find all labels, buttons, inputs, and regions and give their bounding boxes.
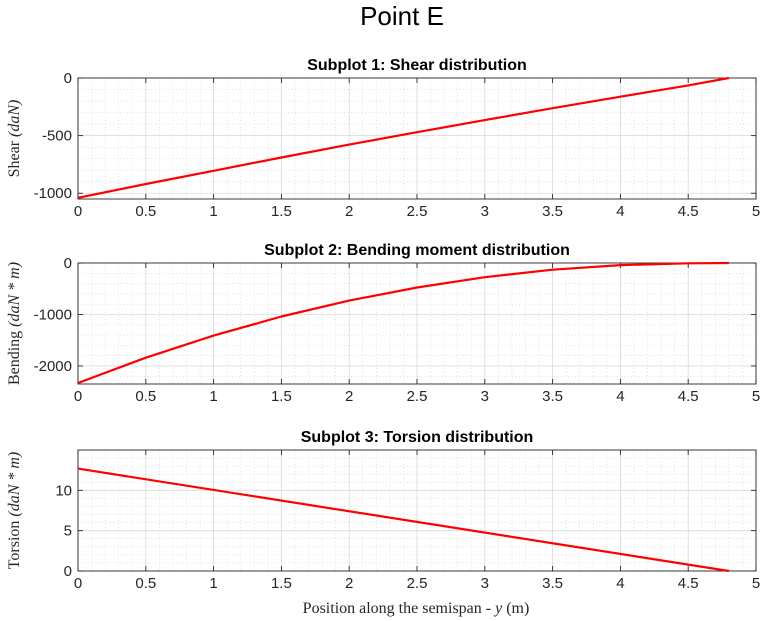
torsion-y-tick-label: 0 xyxy=(64,563,72,580)
torsion-x-tick-label: 3 xyxy=(481,575,489,592)
shear-minor-grid xyxy=(78,78,756,199)
bending-x-tick-label: 2.5 xyxy=(407,388,428,405)
bending-x-tick-label: 1.5 xyxy=(271,388,292,405)
torsion-x-tick-label: 0.5 xyxy=(135,575,156,592)
torsion-x-tick-label: 4 xyxy=(616,575,624,592)
bending-minor-grid xyxy=(78,263,756,384)
x-axis-label-unit: (m) xyxy=(502,600,529,617)
torsion-x-tick-label: 2.5 xyxy=(407,575,428,592)
shear-x-tick-label: 3.5 xyxy=(542,203,563,220)
torsion-x-tick-label: 0 xyxy=(74,575,82,592)
shear-x-tick-label: 0 xyxy=(74,203,82,220)
bending-x-tick-label: 4.5 xyxy=(678,388,699,405)
shear-y-axis-label: Shear (daN) xyxy=(6,100,23,178)
torsion-x-tick-label: 1 xyxy=(209,575,217,592)
torsion-series-line xyxy=(77,467,730,573)
shear-y-axis-label-text: Shear xyxy=(6,137,23,177)
shear-x-tick-label: 0.5 xyxy=(135,203,156,220)
shear-x-tick-label: 3 xyxy=(481,203,489,220)
shear-y-axis-label-unit: (daN) xyxy=(6,100,23,137)
shear-x-tick-label: 4 xyxy=(616,203,624,220)
torsion-x-tick-label: 1.5 xyxy=(271,575,292,592)
shear-y-tick-label: -1000 xyxy=(34,185,72,202)
shear-x-tick-label: 4.5 xyxy=(678,203,699,220)
torsion-x-tick-label: 2 xyxy=(345,575,353,592)
bending-y-tick-label: 0 xyxy=(64,255,72,272)
torsion-y-axis-label-text: Torsion xyxy=(6,517,23,570)
torsion-subplot-title: Subplot 3: Torsion distribution xyxy=(301,429,534,446)
bending-y-axis-label-unit: (daN * m) xyxy=(6,262,23,327)
bending-x-tick-label: 1 xyxy=(209,388,217,405)
shear-x-tick-label: 1.5 xyxy=(271,203,292,220)
bending-subplot: 0 0.5 1 1.5 2 2.5 3 3.5 4 4.5 5 -2000 -1000 0 Subplot … xyxy=(6,242,760,405)
x-axis-label: Position along the semispan - y (m) xyxy=(303,600,530,617)
bending-y-tick-label: -1000 xyxy=(34,306,72,323)
bending-x-tick-label: 5 xyxy=(752,388,760,405)
shear-major-grid xyxy=(77,77,757,199)
torsion-x-tick-label: 3.5 xyxy=(542,575,563,592)
torsion-y-axis-label: Torsion (daN * m) xyxy=(6,452,23,570)
bending-x-tick-label: 3 xyxy=(481,388,489,405)
shear-subplot-title: Subplot 1: Shear distribution xyxy=(307,57,527,74)
x-axis-label-prefix: Position along the semispan - xyxy=(303,600,495,617)
bending-major-grid xyxy=(77,262,757,384)
torsion-x-tick-label: 5 xyxy=(752,575,760,592)
bending-x-tick-label: 0 xyxy=(74,388,82,405)
bending-x-tick-label: 0.5 xyxy=(135,388,156,405)
bending-x-tick-label: 2 xyxy=(345,388,353,405)
torsion-y-tick-label: 10 xyxy=(55,482,72,499)
x-axis-label-variable: y xyxy=(493,600,503,617)
bending-x-tick-label: 3.5 xyxy=(542,388,563,405)
torsion-y-tick-label: 5 xyxy=(64,523,72,540)
bending-x-tick-label: 4 xyxy=(616,388,624,405)
shear-x-tick-label: 1 xyxy=(209,203,217,220)
shear-x-tick-label: 5 xyxy=(752,203,760,220)
figure-title: Point E xyxy=(360,1,444,31)
shear-y-tick-label: 0 xyxy=(64,70,72,87)
shear-x-tick-label: 2.5 xyxy=(407,203,428,220)
bending-subplot-title: Subplot 2: Bending moment distribution xyxy=(264,242,570,259)
bending-y-tick-label: -2000 xyxy=(34,358,72,375)
bending-y-axis-label-text: Bending xyxy=(6,327,23,385)
shear-subplot: 0 0.5 1 1.5 2 2.5 3 3.5 4 4.5 5 -1000 -500 0 Subplot 1… xyxy=(6,57,760,220)
shear-y-tick-label: -500 xyxy=(42,128,72,145)
bending-series-line xyxy=(77,261,729,385)
shear-series-line xyxy=(77,76,730,199)
torsion-major-grid xyxy=(77,450,757,572)
torsion-subplot: 0 0.5 1 1.5 2 2.5 3 3.5 4 4.5 5 0 5 10 Subplot 3: Tors… xyxy=(6,429,760,592)
shear-x-tick-label: 2 xyxy=(345,203,353,220)
bending-y-axis-label: Bending (daN * m) xyxy=(6,262,23,385)
torsion-y-axis-label-unit: (daN * m) xyxy=(6,452,23,517)
torsion-x-tick-label: 4.5 xyxy=(678,575,699,592)
